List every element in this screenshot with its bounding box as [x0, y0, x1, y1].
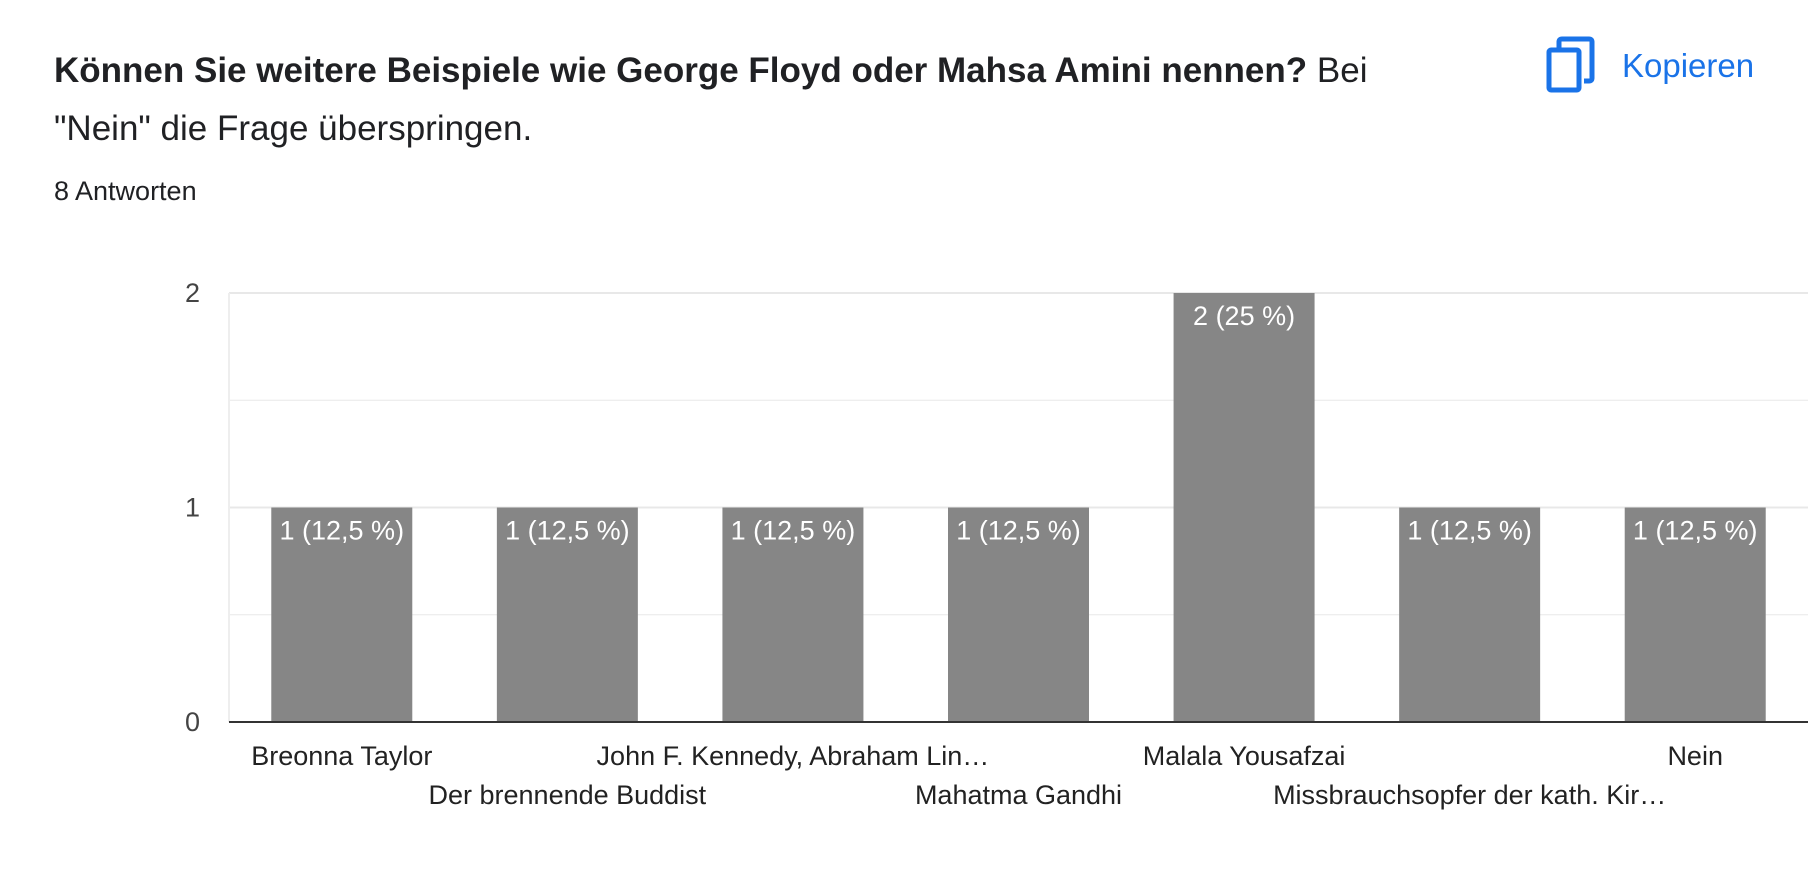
x-tick-label: Breonna Taylor [251, 741, 432, 771]
bar [496, 507, 638, 722]
bar-data-label: 2 (25 %) [1193, 301, 1295, 331]
response-count: 8 Antworten [54, 176, 197, 206]
bar [1173, 293, 1315, 722]
bar-data-label: 1 (12,5 %) [1407, 516, 1532, 546]
y-tick-label: 2 [185, 278, 200, 308]
question-title-rest: Bei "Nein" die Frage überspringen. [54, 51, 1368, 148]
copy-icon [1546, 36, 1595, 93]
y-tick-label: 0 [185, 707, 200, 737]
bar-data-label: 1 (12,5 %) [956, 516, 1081, 546]
x-tick-label: Malala Yousafzai [1143, 741, 1346, 771]
bar-data-label: 1 (12,5 %) [280, 516, 405, 546]
bar [271, 507, 413, 722]
x-tick-label: Mahatma Gandhi [915, 780, 1122, 810]
bar [722, 507, 864, 722]
x-tick-label: John F. Kennedy, Abraham Lin… [597, 741, 990, 771]
x-tick-label: Missbrauchsopfer der kath. Kir… [1273, 780, 1666, 810]
copy-button[interactable]: Kopieren [1546, 34, 1786, 98]
bar [948, 507, 1089, 722]
bar-data-label: 1 (12,5 %) [731, 516, 856, 546]
bar [1399, 507, 1541, 722]
bar-data-label: 1 (12,5 %) [1633, 516, 1758, 546]
question-title-bold: Können Sie weitere Beispiele wie George … [54, 51, 1308, 90]
copy-button-label: Kopieren [1622, 47, 1755, 84]
x-tick-label: Der brennende Buddist [429, 780, 707, 810]
bar-data-label: 1 (12,5 %) [505, 516, 630, 546]
question-title: Können Sie weitere Beispiele wie George … [54, 42, 1454, 158]
y-tick-label: 1 [185, 493, 200, 523]
bar [1624, 507, 1766, 722]
x-tick-label: Nein [1667, 741, 1723, 771]
